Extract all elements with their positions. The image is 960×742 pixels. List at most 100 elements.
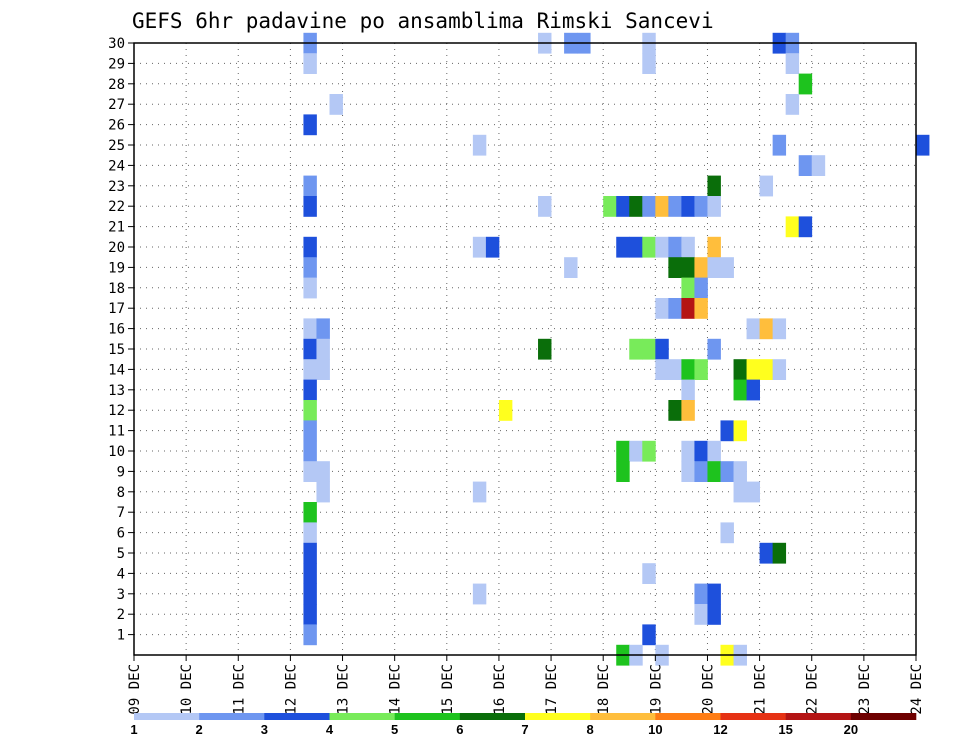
heatmap-cell [668, 298, 682, 319]
y-tick-label: 21 [108, 220, 125, 236]
legend-swatch [394, 713, 461, 720]
y-tick-label: 25 [108, 138, 125, 154]
heatmap-cell [564, 257, 578, 278]
heatmap-cell [681, 257, 695, 278]
heatmap-cell [720, 420, 734, 442]
y-tick-label: 8 [117, 485, 125, 501]
legend-label: 15 [778, 722, 792, 737]
legend-label: 3 [261, 722, 268, 737]
heatmap-cell [720, 257, 734, 278]
y-tick-label: 6 [117, 526, 125, 542]
heatmap-cell [720, 461, 734, 482]
heatmap-cell [759, 359, 774, 380]
heatmap-cell [694, 196, 708, 217]
heatmap-cell [798, 155, 813, 176]
legend-label: 10 [648, 722, 662, 737]
heatmap-cell [629, 236, 643, 258]
heatmap-cell [303, 400, 317, 421]
heatmap-cell [316, 461, 330, 482]
chart-title: GEFS 6hr padavine po ansamblima Rimski S… [132, 9, 714, 33]
heatmap-cell [720, 522, 734, 544]
legend-swatch [329, 713, 395, 720]
legend-swatch [199, 713, 265, 720]
heatmap-cell [642, 236, 656, 258]
heatmap-cell [303, 583, 317, 605]
heatmap-cell [655, 359, 669, 380]
heatmap-cell [759, 542, 774, 564]
heatmap-cell [303, 604, 317, 625]
legend-label: 2 [196, 722, 203, 737]
x-tick-label: 20 DEC [700, 664, 716, 715]
heatmap-cell [694, 604, 708, 625]
heatmap-cell [655, 236, 669, 258]
heatmap-cell [681, 440, 695, 462]
y-tick-label: 16 [108, 322, 125, 338]
heatmap-cell [785, 53, 800, 74]
y-tick-label: 24 [108, 158, 125, 174]
heatmap-cell [707, 175, 721, 197]
heatmap-cell [303, 257, 317, 278]
y-tick-label: 14 [108, 362, 125, 378]
heatmap-cell [798, 216, 813, 238]
heatmap-cell [681, 196, 695, 217]
heatmap-cell [798, 73, 813, 95]
y-tick-label: 20 [108, 240, 125, 256]
heatmap-cell [655, 298, 669, 319]
heatmap-cell [707, 604, 721, 625]
heatmap-cell [603, 196, 617, 217]
heatmap-cell [681, 379, 695, 401]
heatmap-cell [694, 257, 708, 278]
heatmap-cell [733, 481, 747, 503]
heatmap-cell [668, 400, 682, 421]
heatmap-cell [681, 400, 695, 421]
heatmap-cell [746, 481, 760, 503]
heatmap-cell [655, 338, 669, 360]
heatmap-cell [772, 542, 787, 564]
heatmap-cell [303, 114, 317, 136]
legend-label: 8 [587, 722, 594, 737]
y-tick-label: 30 [108, 36, 125, 52]
heatmap-cell [746, 359, 760, 380]
heatmap-cell [694, 359, 708, 380]
y-tick-label: 3 [117, 587, 125, 603]
legend-swatch [459, 713, 526, 720]
heatmap-cell [303, 277, 317, 299]
heatmap-cell [707, 338, 721, 360]
heatmap-cell [303, 359, 317, 380]
x-tick-label: 10 DEC [179, 664, 195, 715]
heatmap-cell [642, 563, 656, 584]
x-tick-label: 18 DEC [596, 664, 612, 715]
y-tick-label: 9 [117, 464, 125, 480]
heatmap-cell [538, 196, 552, 217]
heatmap-cell [629, 440, 643, 462]
heatmap-cell [616, 461, 630, 482]
heatmap-cell [303, 318, 317, 340]
heatmap-cell [707, 257, 721, 278]
heatmap-cell [316, 318, 330, 340]
heatmap-cell [303, 502, 317, 523]
heatmap-cell [681, 236, 695, 258]
heatmap-cell [681, 359, 695, 380]
heatmap-cell [316, 359, 330, 380]
heatmap-cell [694, 277, 708, 299]
heatmap-cell [303, 196, 317, 217]
y-tick-label: 27 [108, 97, 125, 113]
heatmap-cell [772, 359, 787, 380]
color-legend: 1 2 3 4 5 6 7 8 10 12 15 20 [130, 713, 917, 737]
x-tick-label: 15 DEC [440, 664, 456, 715]
heatmap-cell [746, 318, 760, 340]
y-tick-label: 26 [108, 118, 125, 134]
legend-swatch [785, 713, 852, 720]
heatmap-cell [733, 379, 747, 401]
x-tick-label: 24 DEC [909, 664, 925, 715]
y-tick-label: 2 [117, 607, 125, 623]
y-tick-label: 22 [108, 199, 125, 215]
heatmap-cell [707, 236, 721, 258]
heatmap-cell [655, 196, 669, 217]
heatmap-cell [329, 94, 343, 115]
y-tick-label: 18 [108, 281, 125, 297]
heatmap-cell [472, 583, 487, 605]
heatmap-cell [733, 461, 747, 482]
heatmap-cell [759, 318, 774, 340]
